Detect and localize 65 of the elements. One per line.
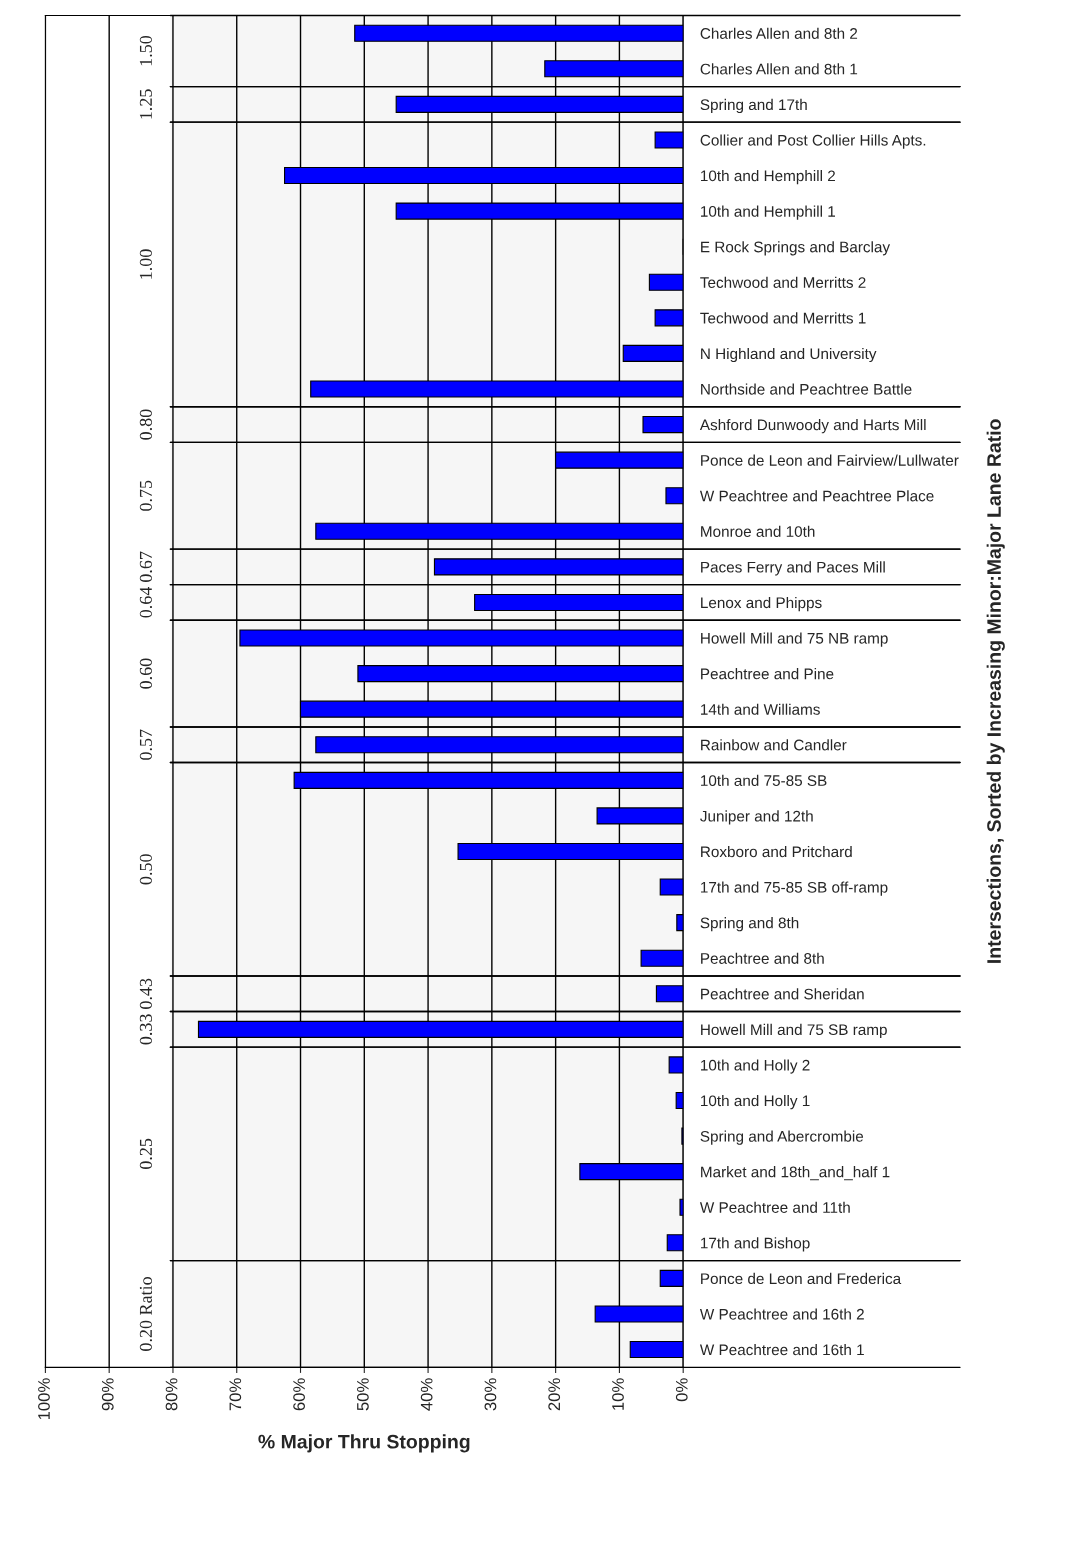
y-tick-label: Techwood and Merritts 2 <box>700 276 866 288</box>
y-tick-label: Collier and Post Collier Hills Apts. <box>700 134 926 149</box>
y-tick-label: Paces Ferry and Paces Mill <box>701 561 885 576</box>
x-tick-label: 80% <box>165 1378 178 1411</box>
annotation: 1.00 <box>139 249 153 279</box>
annotation: 1.50 <box>139 35 153 66</box>
y-tick-label: Peachtree and 8th <box>701 952 824 964</box>
annotation: 0.64 <box>139 586 153 618</box>
x-tick-label: 90% <box>101 1378 114 1411</box>
y-tick-label: Ponce de Leon and Frederica <box>701 1272 902 1285</box>
x-tick-label: 20% <box>548 1378 561 1411</box>
y-tick-label: 14th and Williams <box>701 703 820 715</box>
x-tick-label: 100% <box>38 1378 50 1420</box>
y-axis-title: Intersections, Sorted by Increasing Minor:Major Lane Ratio <box>986 419 1005 963</box>
x-tick-label: 0% <box>675 1378 688 1402</box>
y-tick-label: Northside and Peachtree Battle <box>701 383 912 395</box>
y-tick-label: W Peachtree and Peachtree Place <box>699 490 934 502</box>
annotation: 1.25 <box>139 89 153 119</box>
y-tick-label: N Highland and University <box>701 347 877 363</box>
annotation: 0.33 <box>139 1014 153 1045</box>
y-tick-label: 10th and 75-85 SB <box>701 774 827 787</box>
x-tick-label: 40% <box>420 1378 433 1411</box>
annotation: 0.20 Ratio <box>139 1277 153 1351</box>
y-tick-label: Peachtree and Sheridan <box>701 988 864 1000</box>
annotation: 0.50 <box>139 854 153 885</box>
y-tick-label: Monroe and 10th <box>701 525 815 537</box>
x-axis-title: % Major Thru Stopping <box>258 1434 470 1453</box>
y-tick-label: Spring and 8th <box>700 917 799 932</box>
y-tick-label: 17th and 75-85 SB off-ramp <box>701 881 888 896</box>
x-tick-label: 70% <box>229 1378 242 1411</box>
x-tick-label: 30% <box>484 1378 497 1411</box>
y-tick-label: Roxboro and Pritchard <box>701 845 852 858</box>
y-tick-label: Ponce de Leon and Fairview/Lullwater <box>701 454 959 466</box>
y-tick-label: Peachtree and Pine <box>701 668 834 680</box>
y-tick-label: Lenox and Phipps <box>701 596 822 612</box>
y-tick-label: 10th and Holly 1 <box>701 1094 810 1110</box>
annotation: 0.80 <box>139 409 153 440</box>
x-tick-label: 60% <box>293 1378 305 1411</box>
y-tick-label: E Rock Springs and Barclay <box>701 241 891 256</box>
y-tick-label: Market and 18th_and_half 1 <box>701 1166 890 1181</box>
y-tick-label: Charles Allen and 8th 2 <box>700 27 858 39</box>
y-tick-label: W Peachtree and 16th 1 <box>699 1344 864 1356</box>
annotation: 0.57 <box>139 729 153 760</box>
annotation: 0.25 <box>139 1138 153 1169</box>
annotation: 0.43 <box>139 978 153 1009</box>
y-tick-label: 10th and Hemphill 2 <box>701 170 835 185</box>
y-tick-label: Juniper and 12th <box>700 810 813 825</box>
y-tick-label: Charles Allen and 8th 1 <box>700 63 858 75</box>
y-tick-label: Ashford Dunwoody and Harts Mill <box>699 419 926 434</box>
y-tick-label: Spring and Abercrombie <box>700 1130 864 1145</box>
y-tick-label: W Peachtree and 16th 2 <box>699 1308 864 1320</box>
y-tick-label: 10th and Holly 2 <box>701 1059 810 1074</box>
x-tick-label: 50% <box>356 1378 369 1411</box>
y-tick-label: 10th and Hemphill 1 <box>701 205 835 220</box>
annotation: 0.60 <box>139 658 153 689</box>
y-tick-label: Rainbow and Candler <box>701 739 847 751</box>
x-tick-label: 10% <box>612 1378 624 1410</box>
y-tick-label: Howell Mill and 75 SB ramp <box>701 1023 887 1039</box>
y-tick-label: Howell Mill and 75 NB ramp <box>701 632 888 647</box>
y-tick-label: Spring and 17th <box>700 98 807 114</box>
y-tick-label: Techwood and Merritts 1 <box>700 312 866 324</box>
y-tick-label: 17th and Bishop <box>701 1237 810 1252</box>
annotation: 0.75 <box>139 480 153 511</box>
y-tick-label: W Peachtree and 11th <box>699 1201 850 1213</box>
annotation: 0.67 <box>139 551 153 582</box>
